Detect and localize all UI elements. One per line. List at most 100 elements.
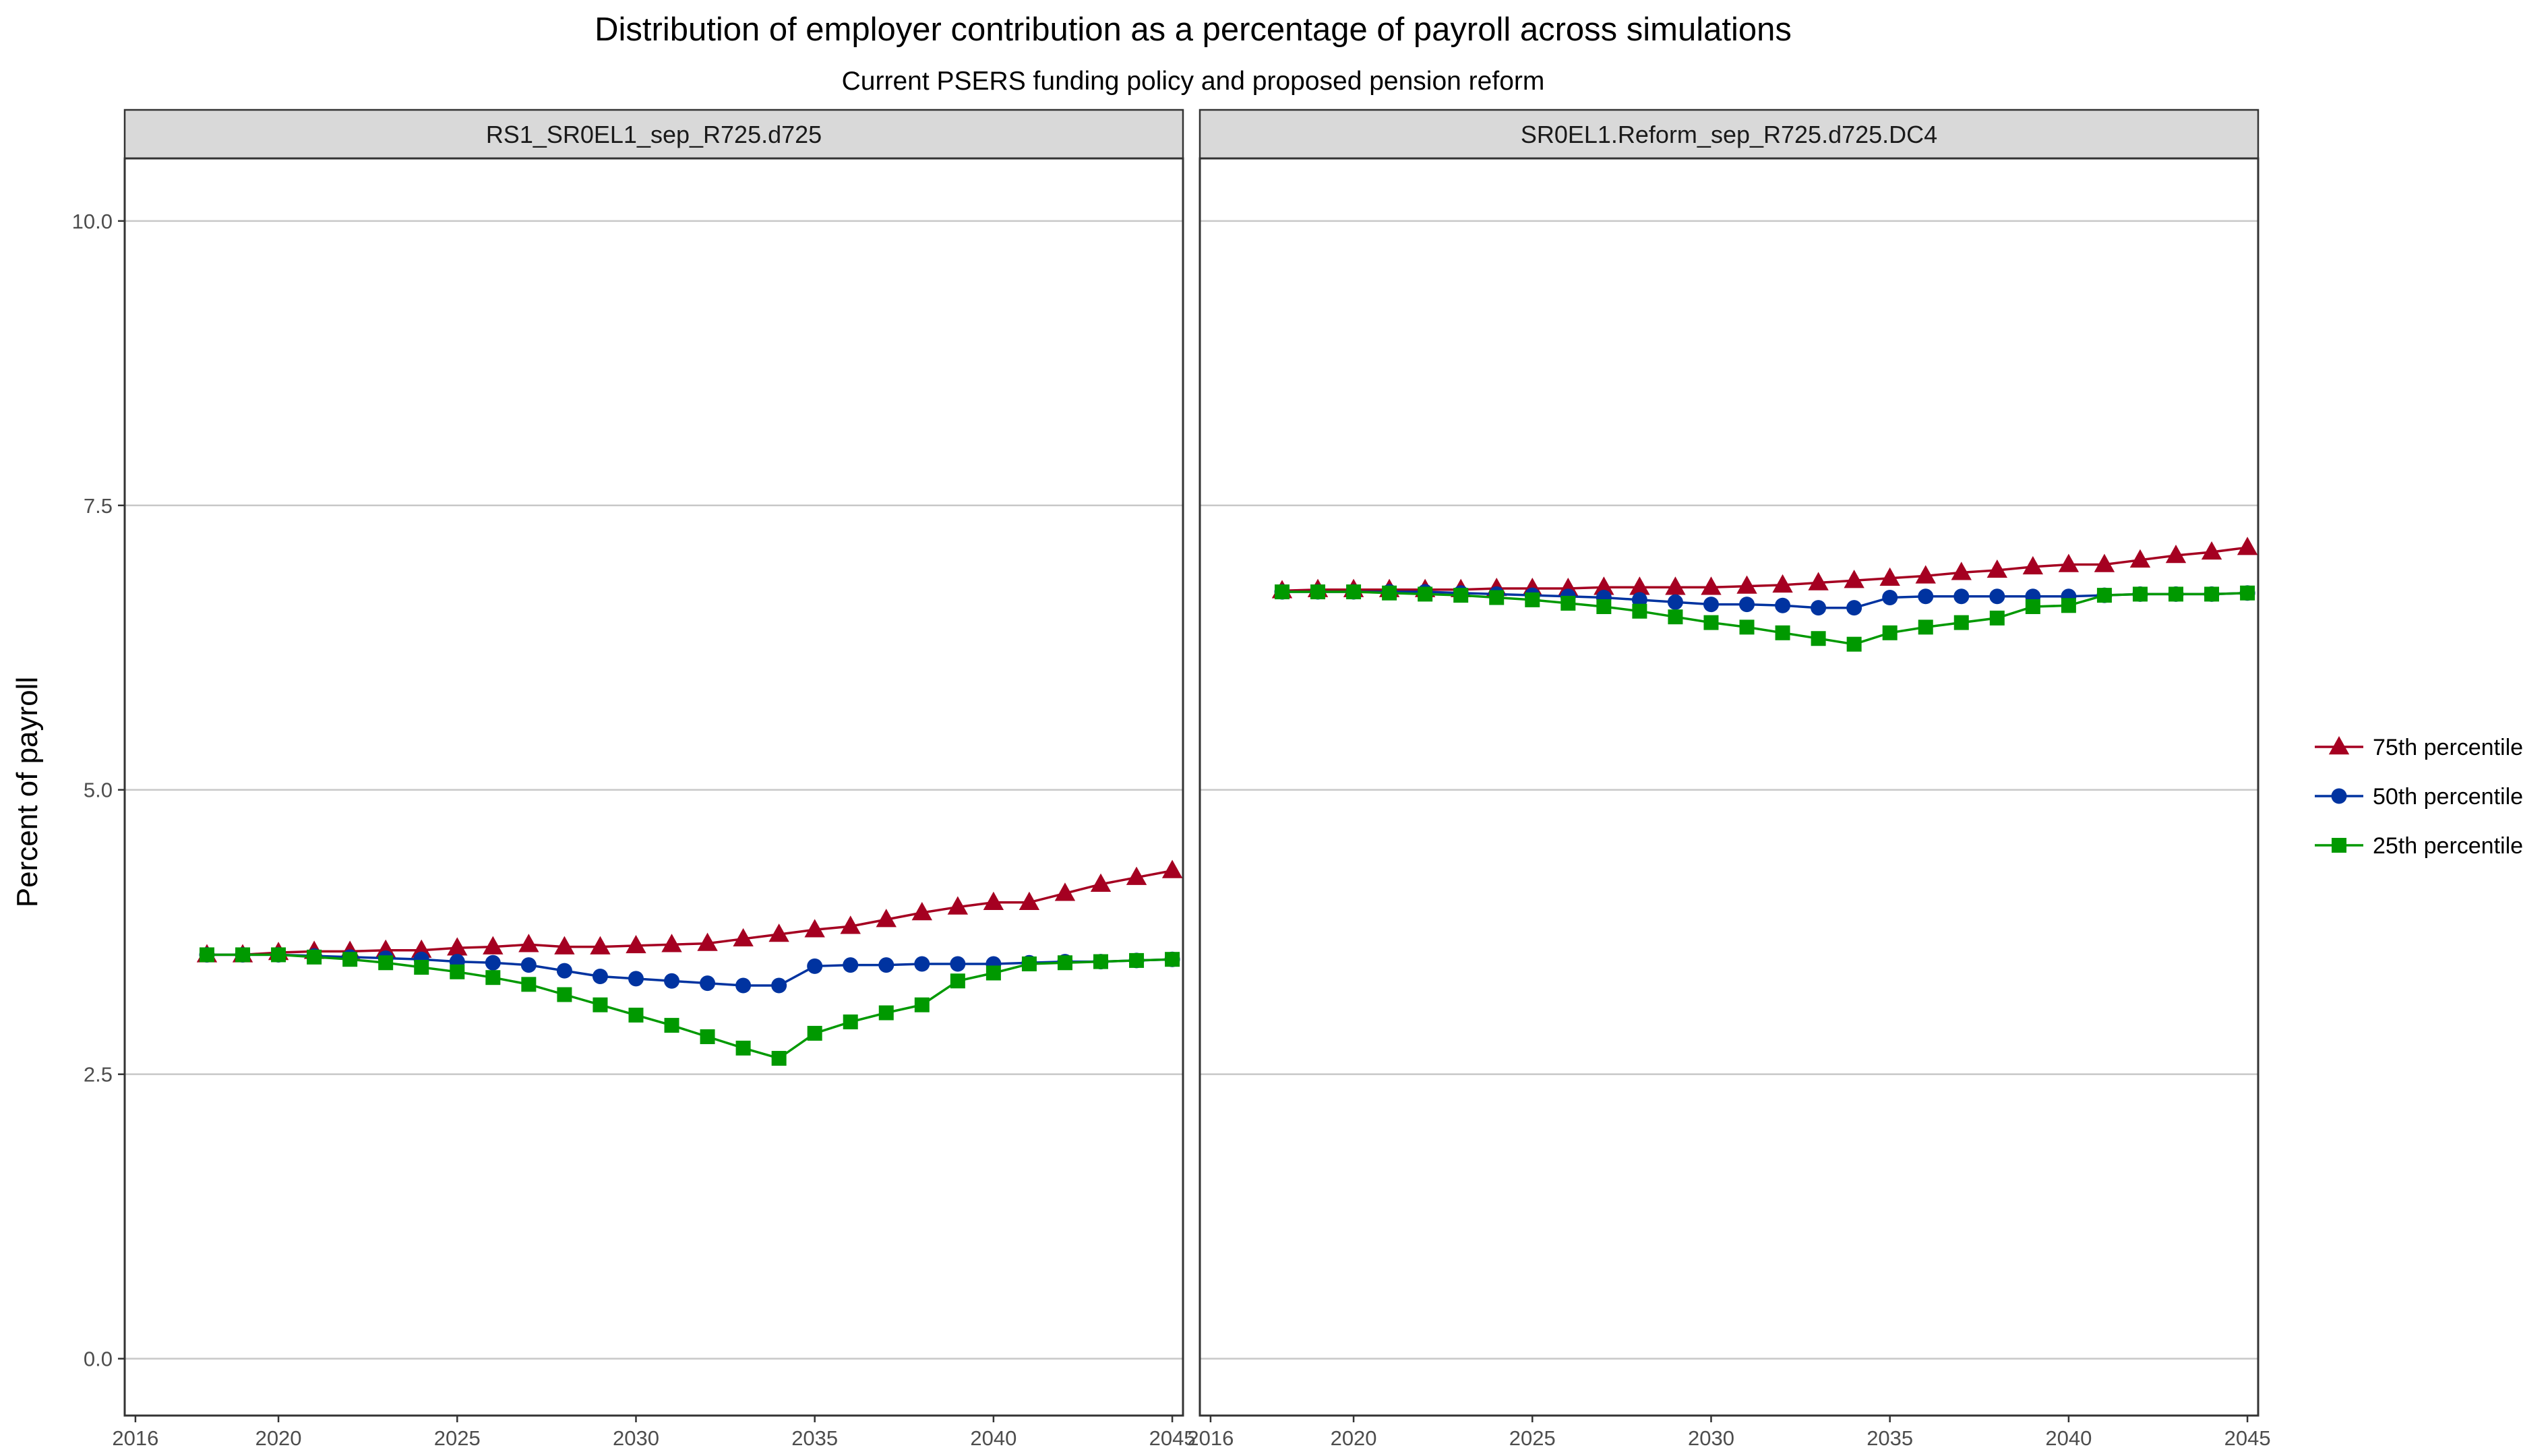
data-point (1953, 615, 1969, 630)
data-point (950, 973, 965, 989)
data-point (983, 891, 1004, 911)
data-point (1879, 567, 1900, 586)
data-point (1525, 592, 1540, 607)
x-tick-label: 2035 (1867, 1426, 1913, 1450)
data-point (804, 919, 825, 938)
data-point (2025, 599, 2040, 614)
chart-subtitle: Current PSERS funding policy and propose… (842, 67, 1545, 96)
data-point (1594, 576, 1614, 595)
x-tick-label: 2030 (613, 1426, 659, 1450)
data-point (1953, 588, 1970, 605)
data-point (1775, 597, 1791, 613)
legend-label: 50th percentile (2373, 784, 2523, 810)
panel-border (1199, 157, 2259, 1417)
data-point (735, 977, 752, 994)
data-point (1629, 576, 1650, 595)
data-point (554, 936, 575, 954)
data-point (2201, 541, 2222, 560)
data-point (307, 949, 322, 965)
facet-panels: RS1_SR0EL1_sep_R725.d725 0.0 2.5 5.0 7.5 10.0… (72, 109, 2271, 1450)
legend-item: 75th percentile (2315, 735, 2523, 760)
data-point (1057, 955, 1072, 971)
data-point (626, 934, 646, 954)
data-point (1596, 599, 1612, 614)
data-point (664, 1018, 679, 1033)
data-point (1093, 954, 1109, 969)
data-point (593, 997, 608, 1012)
x-tick-label: 2040 (970, 1426, 1017, 1450)
y-tick-label: 7.5 (84, 494, 113, 518)
x-tick-label: 2035 (791, 1426, 838, 1450)
facet-strip-label: RS1_SR0EL1_sep_R725.d725 (486, 121, 822, 148)
data-point (807, 1025, 822, 1041)
legend-key-marker (2331, 788, 2347, 804)
series-25th-percentile (1274, 584, 2255, 652)
legend-key-marker (2328, 736, 2350, 755)
data-point (878, 957, 894, 973)
data-point (1986, 559, 2008, 578)
series-line (1282, 590, 2248, 609)
data-point (485, 954, 501, 971)
data-point (840, 915, 861, 934)
data-point (1701, 576, 1722, 595)
data-point (1560, 595, 1576, 611)
legend-item: 25th percentile (2315, 833, 2523, 859)
x-tick-label: 2020 (255, 1426, 302, 1450)
y-axis-label: Percent of payroll (11, 677, 44, 907)
data-point (1703, 615, 1719, 630)
data-point (556, 963, 572, 979)
data-point (1739, 597, 1755, 613)
data-point (1126, 866, 1147, 885)
data-point (628, 1007, 644, 1023)
data-point (447, 937, 468, 956)
legend-key-marker (2332, 838, 2346, 853)
data-point (2165, 545, 2187, 564)
data-point (843, 1014, 858, 1030)
legend-item: 50th percentile (2315, 784, 2523, 810)
data-point (1054, 882, 1076, 901)
facet-strip (123, 109, 1184, 160)
data-point (843, 957, 859, 973)
data-point (1739, 619, 1755, 635)
data-point (771, 1051, 787, 1066)
data-point (2168, 586, 2184, 602)
data-point (1310, 584, 1326, 600)
y-tick-label: 10.0 (72, 210, 113, 233)
data-point (520, 957, 537, 973)
data-point (590, 936, 611, 954)
data-point (1631, 592, 1647, 608)
data-point (1918, 619, 1933, 635)
legend-label: 25th percentile (2373, 833, 2523, 859)
x-tick-label: 2045 (2224, 1426, 2271, 1450)
data-point (1165, 952, 1180, 967)
data-point (342, 952, 358, 967)
series-line (207, 953, 1173, 1060)
data-point (1703, 597, 1719, 613)
data-point (199, 947, 214, 963)
data-point (985, 965, 1001, 981)
y-tick-label: 0.0 (84, 1347, 113, 1371)
x-tick-label: 2030 (1688, 1426, 1734, 1450)
data-point (2132, 586, 2148, 602)
data-point (2204, 586, 2220, 602)
series-75th-percentile (1271, 537, 2258, 599)
data-point (2240, 585, 2255, 601)
data-point (661, 934, 682, 952)
data-point (1453, 588, 1469, 603)
data-point (483, 936, 504, 954)
series-line (1282, 590, 2248, 646)
data-point (485, 970, 501, 985)
data-point (664, 973, 680, 989)
data-point (628, 971, 644, 987)
data-point (807, 958, 823, 974)
data-point (1665, 576, 1686, 595)
series-line (207, 953, 1173, 987)
data-point (378, 955, 394, 971)
data-point (878, 1005, 894, 1021)
data-point (592, 969, 608, 985)
data-point (414, 960, 429, 975)
series-line (207, 869, 1173, 957)
data-point (235, 947, 251, 963)
data-point (733, 928, 754, 947)
